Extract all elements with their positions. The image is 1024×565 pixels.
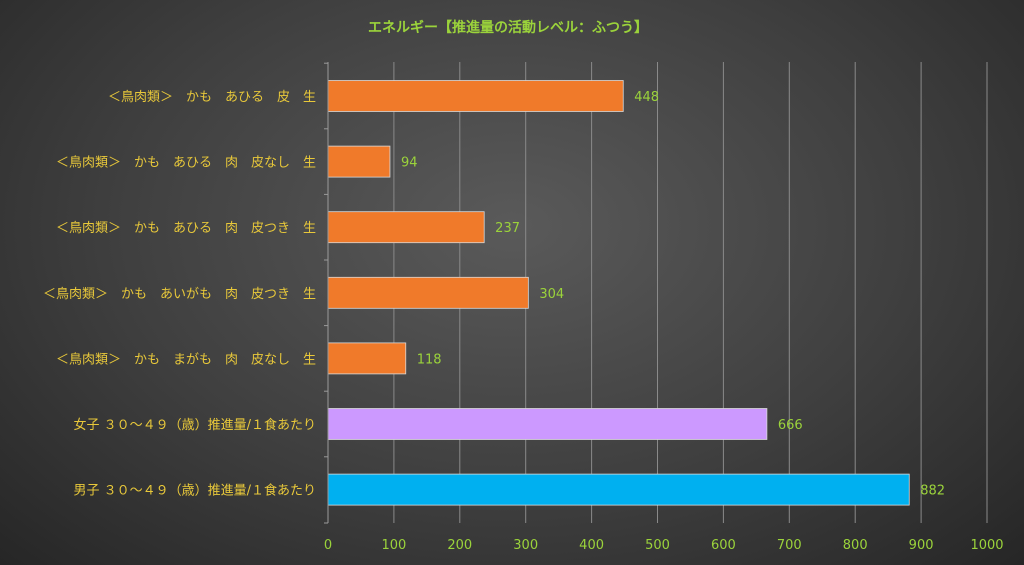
bar: [327, 473, 910, 506]
category-label: ＜鳥肉類＞ かも あひる 肉 皮なし 生: [56, 156, 316, 171]
x-tick-label: 300: [513, 538, 538, 553]
x-tick-label: 1000: [970, 538, 1003, 553]
bar: [327, 276, 529, 309]
x-tick-label: 900: [909, 538, 934, 553]
x-tick-label: 400: [579, 538, 604, 553]
x-tick-label: 700: [777, 538, 802, 553]
bar: [327, 408, 768, 440]
value-label: 94: [401, 156, 418, 171]
x-tick-label: 500: [645, 538, 670, 553]
bars: [327, 80, 910, 506]
value-label: 882: [920, 484, 945, 499]
category-label: ＜鳥肉類＞ かも あいがも 肉 皮つき 生: [43, 287, 316, 302]
value-label: 118: [417, 352, 442, 367]
category-label: ＜鳥肉類＞ かも あひる 皮 生: [108, 90, 316, 105]
x-tick-label: 0: [324, 538, 332, 553]
value-label: 666: [778, 418, 803, 433]
category-label: ＜鳥肉類＞ かも まがも 肉 皮なし 生: [56, 352, 316, 367]
bar: [327, 342, 407, 375]
chart-title: エネルギー【推進量の活動レベル：ふつう】: [368, 19, 648, 36]
x-tick-label: 800: [843, 538, 868, 553]
x-axis-ticks: 0 100 200 300 400 500 600 700 800 900 1000: [324, 538, 1004, 553]
x-tick-label: 100: [381, 538, 406, 553]
category-label: 女子 ３０～４９（歳）推進量/１食あたり: [73, 417, 316, 433]
value-label: 448: [634, 90, 659, 105]
bar: [327, 211, 485, 244]
gridlines: [324, 62, 988, 524]
x-tick-label: 200: [447, 538, 472, 553]
x-tick-label: 600: [711, 538, 736, 553]
value-label: 237: [495, 221, 520, 236]
bar: [327, 80, 624, 112]
category-labels: ＜鳥肉類＞ かも あひる 皮 生 ＜鳥肉類＞ かも あひる 肉 皮なし 生 ＜鳥肉類…: [43, 90, 316, 499]
value-label: 304: [539, 287, 564, 302]
category-label: 男子 ３０～４９（歳）推進量/１食あたり: [73, 483, 316, 499]
value-labels: 448 94 237 304 118 666 882: [401, 90, 945, 499]
bar: [327, 145, 391, 178]
category-label: ＜鳥肉類＞ かも あひる 肉 皮つき 生: [56, 221, 316, 236]
